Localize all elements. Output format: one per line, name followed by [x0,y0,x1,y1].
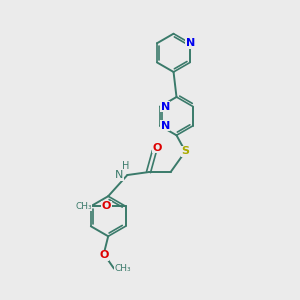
Text: N: N [160,121,170,131]
Text: N: N [115,170,123,180]
Text: S: S [181,146,189,157]
Text: H: H [122,161,130,172]
Text: CH₃: CH₃ [114,264,130,273]
Text: O: O [102,201,111,211]
Text: CH₃: CH₃ [75,202,92,211]
Text: N: N [185,38,195,48]
Text: N: N [160,102,170,112]
Text: O: O [99,250,109,260]
Text: O: O [153,143,162,153]
